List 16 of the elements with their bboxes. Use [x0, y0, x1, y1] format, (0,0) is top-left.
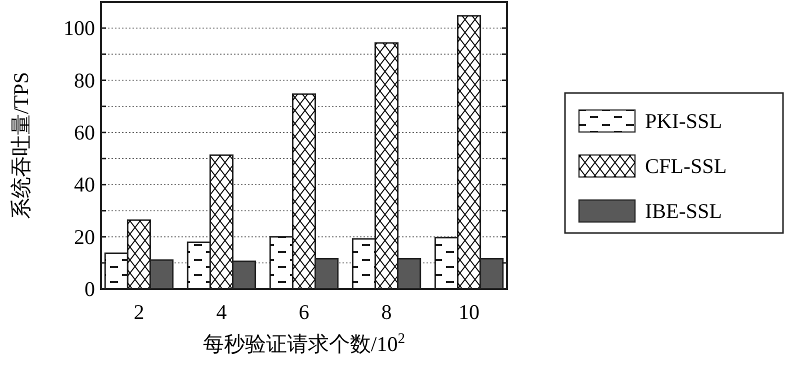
- x-tick-label: 10: [458, 300, 480, 324]
- x-tick-label: 2: [134, 300, 144, 324]
- legend-label: PKI-SSL: [645, 109, 722, 133]
- x-tick-label: 6: [298, 300, 310, 324]
- x-tick-label: 4: [216, 300, 228, 324]
- y-tick-label: 60: [74, 120, 95, 144]
- y-axis-title: 系统吞吐量/TPS: [9, 72, 33, 220]
- y-tick-label: 100: [64, 16, 95, 40]
- x-axis-title: 每秒验证请求个数/10$^{2}$: [202, 331, 406, 356]
- x-tick-label: 8: [381, 300, 392, 324]
- y-tick-label: 20: [74, 224, 95, 249]
- y-tick-label: 0: [84, 277, 95, 301]
- legend-label: IBE-SSL: [645, 199, 722, 223]
- y-tick-label: 80: [74, 68, 95, 92]
- legend-label: CFL-SSL: [645, 154, 727, 178]
- y-tick-label: 40: [74, 172, 95, 197]
